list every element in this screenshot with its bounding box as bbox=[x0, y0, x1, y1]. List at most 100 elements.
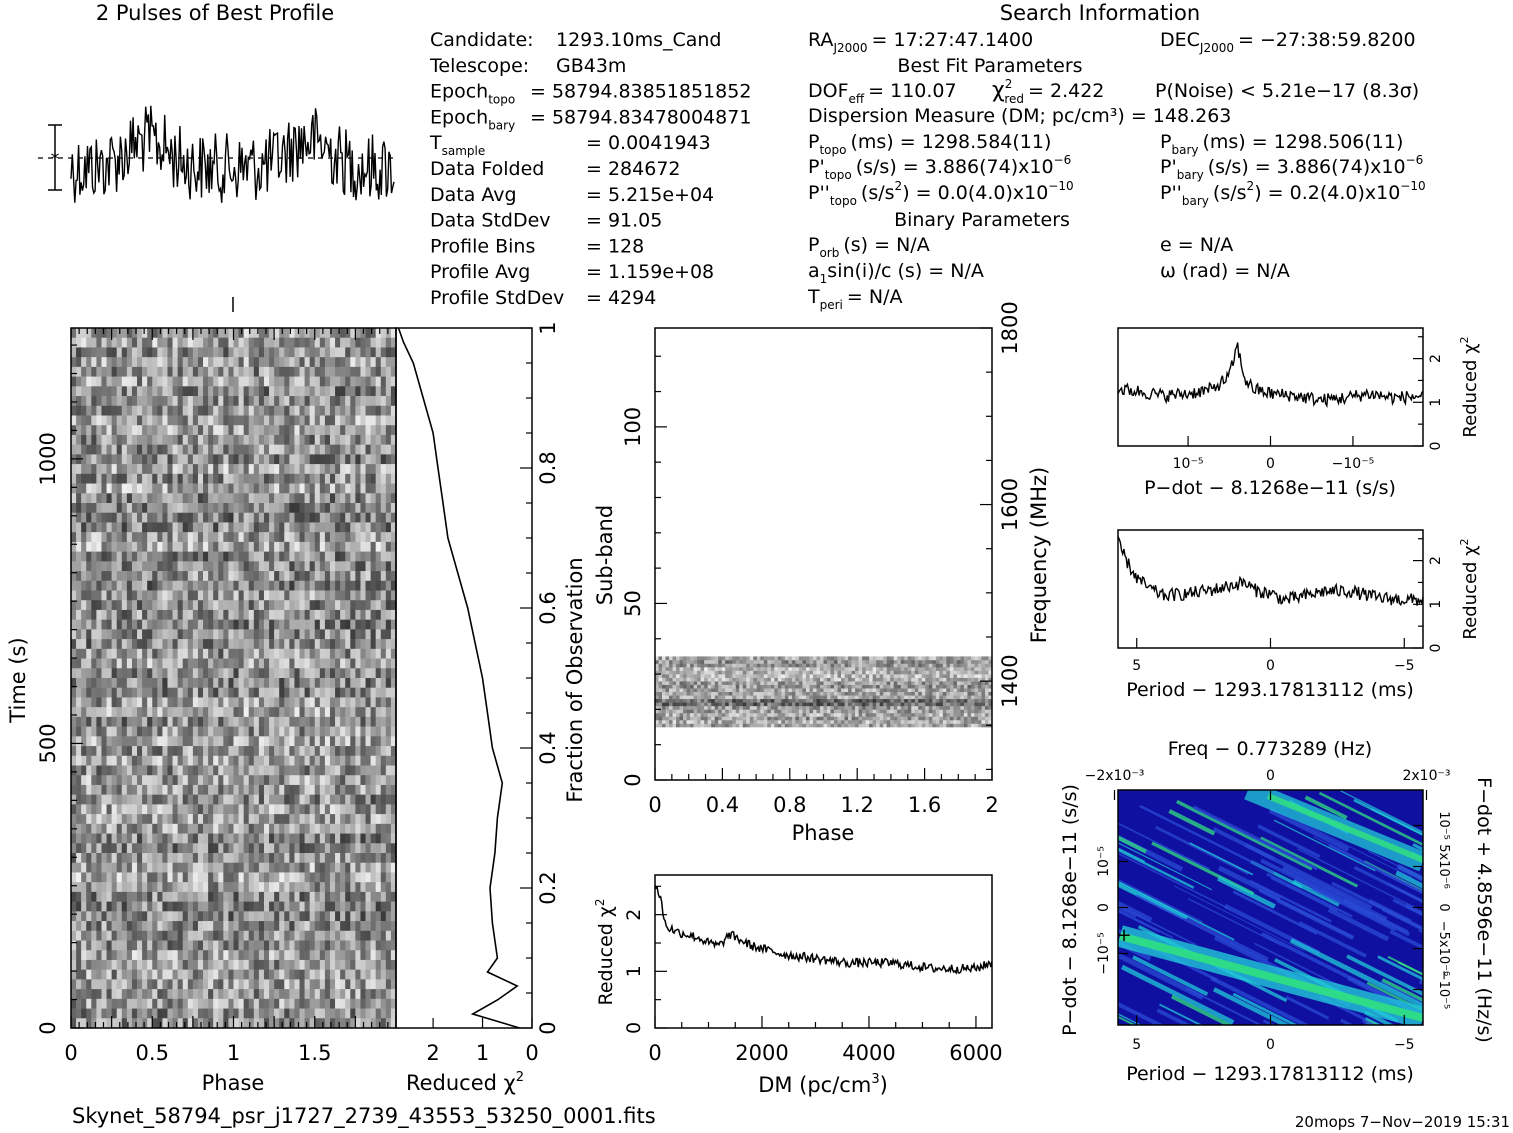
tp-cell bbox=[223, 425, 229, 436]
tp-cell bbox=[289, 337, 295, 348]
tp-cell bbox=[335, 668, 341, 679]
tp-cell bbox=[274, 833, 280, 844]
tp-cell bbox=[233, 1008, 239, 1019]
pddtopo-line: P''topo (s/s2) = 0.0(4.0)x10−10 bbox=[808, 179, 1074, 208]
tp-cell bbox=[299, 784, 305, 795]
tp-cell bbox=[248, 532, 255, 543]
tp-cell bbox=[218, 1008, 224, 1019]
tp-cell bbox=[121, 454, 128, 465]
tp-cell bbox=[253, 658, 260, 669]
tp-cell bbox=[233, 405, 239, 416]
tp-cell bbox=[187, 639, 194, 650]
tp-cell bbox=[289, 911, 295, 922]
tp-cell bbox=[243, 571, 250, 582]
tp-cell bbox=[142, 337, 148, 348]
tp-cell bbox=[365, 1008, 371, 1019]
tp-cell bbox=[223, 580, 229, 591]
dec-line: DECJ2000 = −27:38:59.8200 bbox=[1160, 29, 1416, 55]
tp-cell bbox=[345, 396, 351, 407]
tp-cell bbox=[86, 464, 92, 475]
tp-cell bbox=[197, 512, 204, 523]
tp-cell bbox=[309, 1018, 316, 1029]
tp-cell bbox=[152, 619, 158, 630]
tp-cell bbox=[324, 357, 331, 368]
tp-cell bbox=[157, 473, 163, 484]
sb-cell bbox=[876, 723, 880, 728]
tp-cell bbox=[213, 989, 219, 1000]
tp-cell bbox=[360, 464, 366, 475]
tp-cell bbox=[203, 668, 209, 679]
tp-cell bbox=[223, 668, 229, 679]
tp-cell bbox=[187, 483, 194, 494]
tp-cell bbox=[96, 969, 102, 980]
tp-cell bbox=[284, 775, 290, 786]
tp-cell bbox=[116, 716, 123, 727]
tp-cell bbox=[248, 619, 255, 630]
tp-cell bbox=[335, 425, 341, 436]
tp-cell bbox=[76, 901, 82, 912]
tp-cell bbox=[319, 969, 326, 980]
binary-title: Binary Parameters bbox=[894, 209, 1070, 231]
tp-cell bbox=[274, 512, 280, 523]
tp-cell bbox=[385, 386, 392, 397]
tp-cell bbox=[213, 833, 219, 844]
tp-cell bbox=[319, 444, 326, 455]
tp-cell bbox=[269, 600, 275, 611]
tp-cell bbox=[106, 386, 112, 397]
tp-cell bbox=[208, 551, 214, 562]
tp-cell bbox=[116, 347, 123, 358]
tp-cell bbox=[289, 862, 295, 873]
tp-cell bbox=[253, 629, 260, 640]
tp-cell bbox=[233, 678, 239, 689]
tp-cell bbox=[258, 357, 265, 368]
tp-cell bbox=[121, 639, 128, 650]
tp-cell bbox=[243, 814, 250, 825]
tp-cell bbox=[187, 347, 194, 358]
tp-cell bbox=[340, 891, 346, 902]
tp-cell bbox=[390, 678, 397, 689]
tp-cell bbox=[233, 532, 239, 543]
tp-cell bbox=[319, 853, 326, 864]
tp-cell bbox=[350, 784, 356, 795]
tp-cell bbox=[213, 823, 219, 834]
tp-cell bbox=[284, 512, 290, 523]
tp-cell bbox=[360, 405, 366, 416]
tp-cell bbox=[345, 454, 351, 465]
tp-cell bbox=[304, 328, 310, 339]
tp-cell bbox=[137, 716, 143, 727]
tp-cell bbox=[289, 1008, 295, 1019]
tp-cell bbox=[111, 746, 118, 757]
tp-cell bbox=[71, 833, 77, 844]
tp-cell bbox=[228, 590, 234, 601]
tp-cell bbox=[71, 921, 77, 932]
tp-cell bbox=[142, 609, 148, 620]
tp-cell bbox=[299, 775, 305, 786]
tp-cell bbox=[71, 571, 77, 582]
profile-mean-star: * bbox=[51, 149, 60, 170]
tp-cell bbox=[152, 347, 158, 358]
tp-cell bbox=[284, 716, 290, 727]
tp-cell bbox=[390, 541, 397, 552]
tp-cell bbox=[91, 366, 97, 377]
tp-cell bbox=[228, 1018, 234, 1029]
tp-cell bbox=[284, 454, 290, 465]
tp-cell bbox=[340, 833, 346, 844]
sb-cell bbox=[655, 719, 659, 724]
tp-cell bbox=[192, 648, 199, 659]
tp-cell bbox=[385, 979, 392, 990]
tp-cell bbox=[360, 532, 366, 543]
tp-cell bbox=[213, 814, 219, 825]
tp-cell bbox=[86, 503, 92, 514]
tp-cell bbox=[172, 415, 178, 426]
tp-cell bbox=[167, 366, 173, 377]
tp-cell bbox=[111, 648, 118, 659]
tp-cell bbox=[360, 493, 366, 504]
tp-cell bbox=[131, 930, 138, 941]
tp-cell bbox=[187, 872, 194, 883]
tp-cell bbox=[101, 746, 107, 757]
tp-cell bbox=[147, 911, 153, 922]
tp-cell bbox=[76, 668, 82, 679]
tp-cell bbox=[71, 366, 77, 377]
dof-line: DOFeff = 110.07 bbox=[808, 80, 957, 106]
tp-cell bbox=[319, 765, 326, 776]
